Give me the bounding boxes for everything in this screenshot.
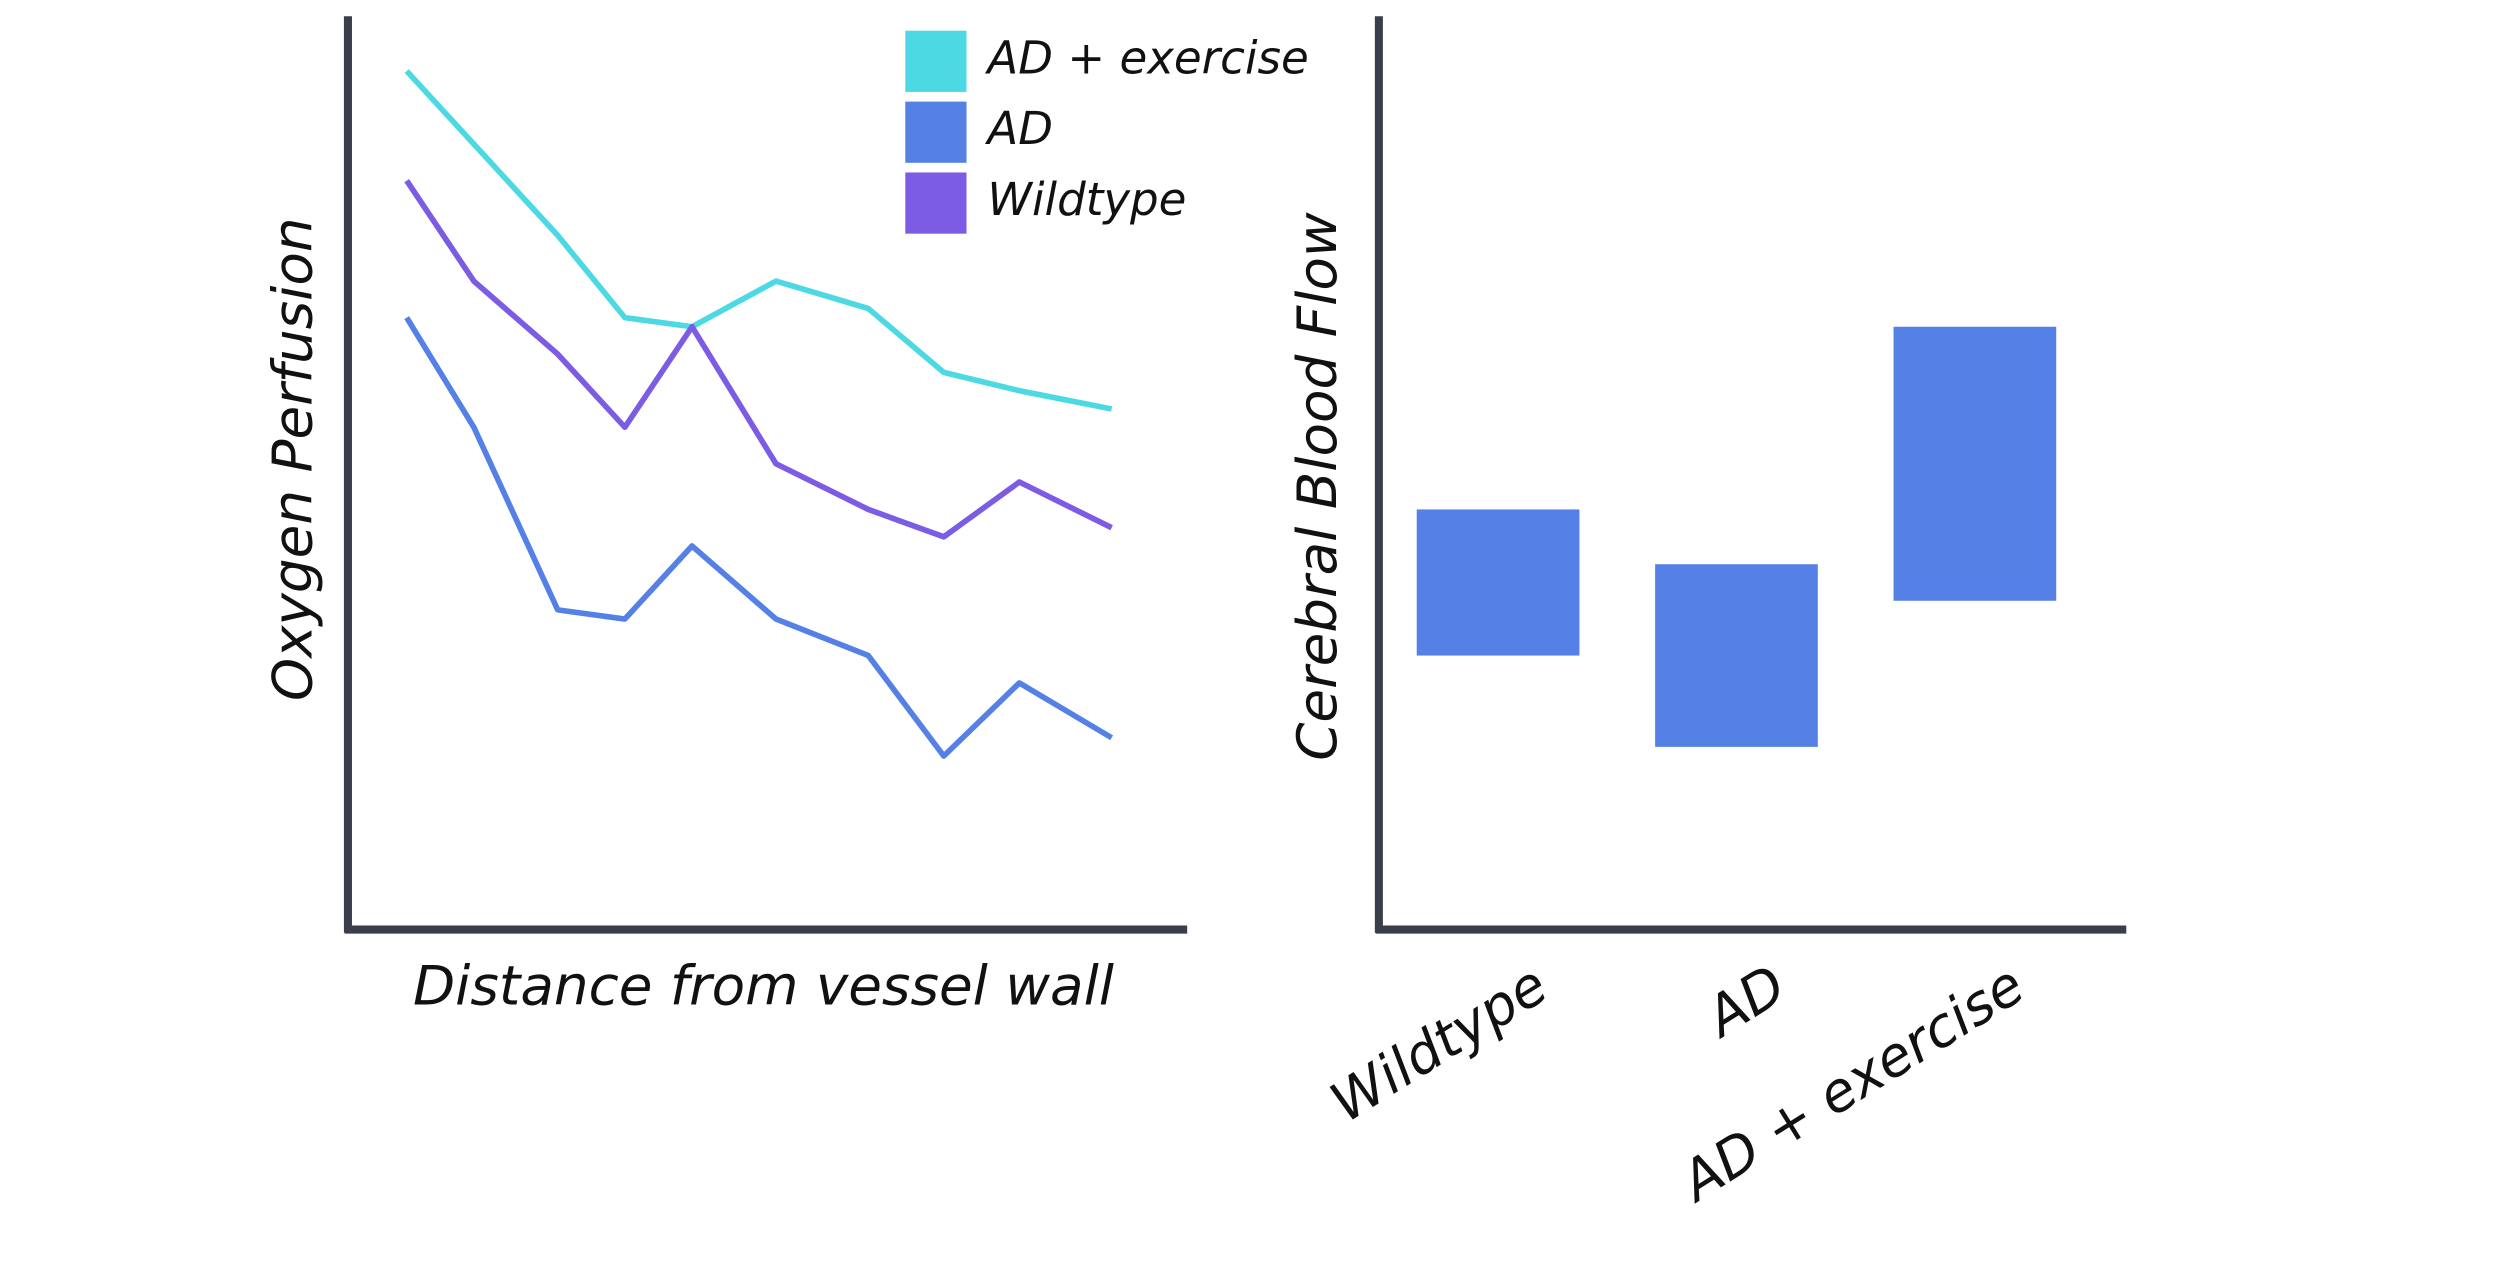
legend-label: AD	[984, 102, 1053, 155]
y-axis-label: Oxygen Perfusion	[261, 217, 325, 701]
legend-swatch	[905, 172, 967, 234]
legend-label: Wildtype	[987, 173, 1186, 226]
line	[404, 69, 1113, 412]
x-tick-label: Wildtype	[1319, 952, 1558, 1134]
line	[404, 179, 1113, 540]
line	[404, 316, 1114, 759]
x-axis-label: Distance from vessel wall	[413, 953, 1114, 1017]
legend-swatch	[905, 101, 967, 163]
bar	[1893, 326, 2057, 601]
y-axis-label: Cerebral Blood Flow	[1285, 212, 1349, 761]
bar	[1655, 564, 1818, 747]
x-tick-label: AD	[1692, 952, 1796, 1050]
legend-label: AD + exercise	[984, 31, 1308, 84]
bar	[1416, 509, 1580, 656]
legend-swatch	[905, 30, 967, 92]
